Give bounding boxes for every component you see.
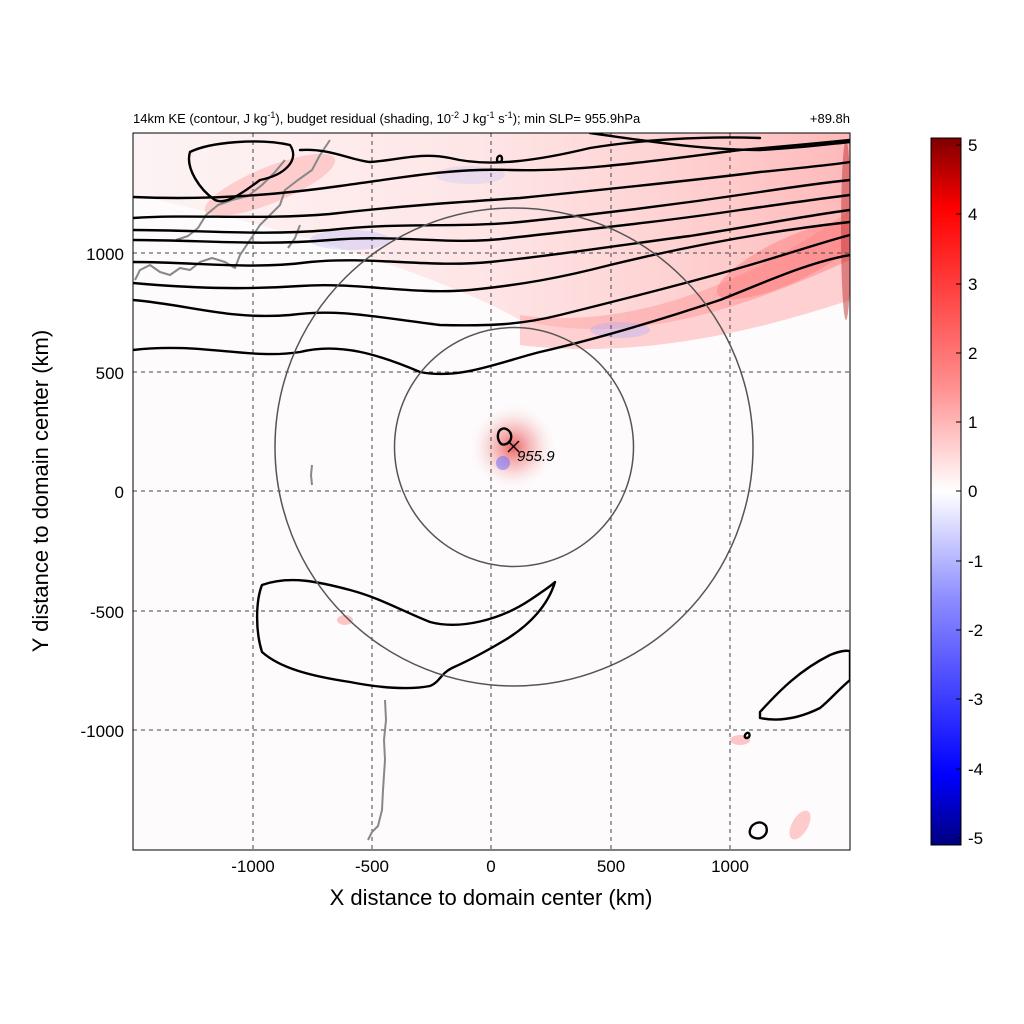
ke-contour-closed-nw <box>187 140 295 203</box>
y-tick-label: -1000 <box>81 722 124 741</box>
colorbar-label: -4 <box>968 760 983 779</box>
chart-title: 14km KE (contour, J kg-1), budget residu… <box>133 110 641 126</box>
ke-contour-tiny-se-1 <box>743 731 751 740</box>
coastline-speck-2 <box>367 699 387 841</box>
y-tick-label: 0 <box>115 483 124 502</box>
colorbar-label: 4 <box>968 205 977 224</box>
x-tick-label: -1000 <box>231 857 274 876</box>
ke-contour-storm-core <box>496 427 513 446</box>
x-tick-label: -500 <box>355 857 389 876</box>
shading-speck-1 <box>337 615 353 625</box>
colorbar-label: 2 <box>968 344 977 363</box>
shading-edge-east <box>841 140 850 320</box>
x-tick-label: 0 <box>486 857 495 876</box>
ke-contour-south <box>255 578 557 690</box>
ring-inner <box>393 326 635 568</box>
y-tick-label: 1000 <box>86 245 124 264</box>
colorbar-label: 3 <box>968 275 977 294</box>
ke-contour-tiny-north <box>495 154 504 164</box>
ke-contour-4 <box>133 208 850 267</box>
ring-outer <box>274 207 754 687</box>
shading-storm-blue <box>496 456 510 470</box>
ke-contour-1 <box>133 253 850 376</box>
colorbar-label: -5 <box>968 829 983 848</box>
x-tick-label: 1000 <box>711 857 749 876</box>
plot-frame <box>132 132 851 851</box>
shading-speck-2 <box>730 735 750 745</box>
x-axis: -1000 -500 0 500 1000 X distance to doma… <box>231 857 749 910</box>
x-axis-title: X distance to domain center (km) <box>330 885 653 910</box>
colorbar-label: 0 <box>968 482 977 501</box>
colorbar-label: -1 <box>968 552 983 571</box>
shading-band-northeast <box>520 210 850 349</box>
x-tick-label: 500 <box>597 857 625 876</box>
plot-area: 955.9 <box>132 132 851 851</box>
colorbar-label: 5 <box>968 136 977 155</box>
shading-band-northeast-streak <box>716 220 850 300</box>
ke-contour-3 <box>133 220 850 293</box>
colorbar-label: -3 <box>968 690 983 709</box>
ke-contour-7 <box>133 160 850 220</box>
y-tick-label: 500 <box>96 364 124 383</box>
shading-band-west-streak <box>204 153 336 217</box>
ke-contours <box>133 133 850 840</box>
ke-contour-2 <box>133 233 850 327</box>
shading-speck-3 <box>789 810 811 840</box>
colorbar-label: 1 <box>968 413 977 432</box>
radius-rings <box>274 207 754 687</box>
y-tick-label: -500 <box>90 603 124 622</box>
ke-contour-8 <box>133 138 850 200</box>
ke-contour-southeast <box>758 649 850 721</box>
forecast-hour-label: +89.8h <box>810 111 850 126</box>
coastline-speck-1 <box>310 464 313 486</box>
ke-contour-10 <box>588 133 850 152</box>
ke-contour-tiny-se-2 <box>748 821 768 840</box>
colorbar-ticks <box>956 144 961 839</box>
ke-contour-9 <box>298 136 762 164</box>
coastline-japan <box>134 139 331 281</box>
ke-contour-6 <box>133 178 850 234</box>
colorbar: 5 4 3 2 1 0 -1 -2 -3 -4 -5 <box>930 136 983 848</box>
storm-center-marker: 955.9 <box>507 440 555 465</box>
storm-x-mark-2 <box>507 440 520 453</box>
y-axis-title: Y distance to domain center (km) <box>28 330 53 652</box>
coastline-islands <box>287 224 301 249</box>
ke-contour-5 <box>133 193 850 244</box>
colorbar-label: -2 <box>968 621 983 640</box>
storm-min-slp-label: 955.9 <box>517 448 555 465</box>
y-axis: -1000 -500 0 500 1000 Y distance to doma… <box>28 245 124 741</box>
